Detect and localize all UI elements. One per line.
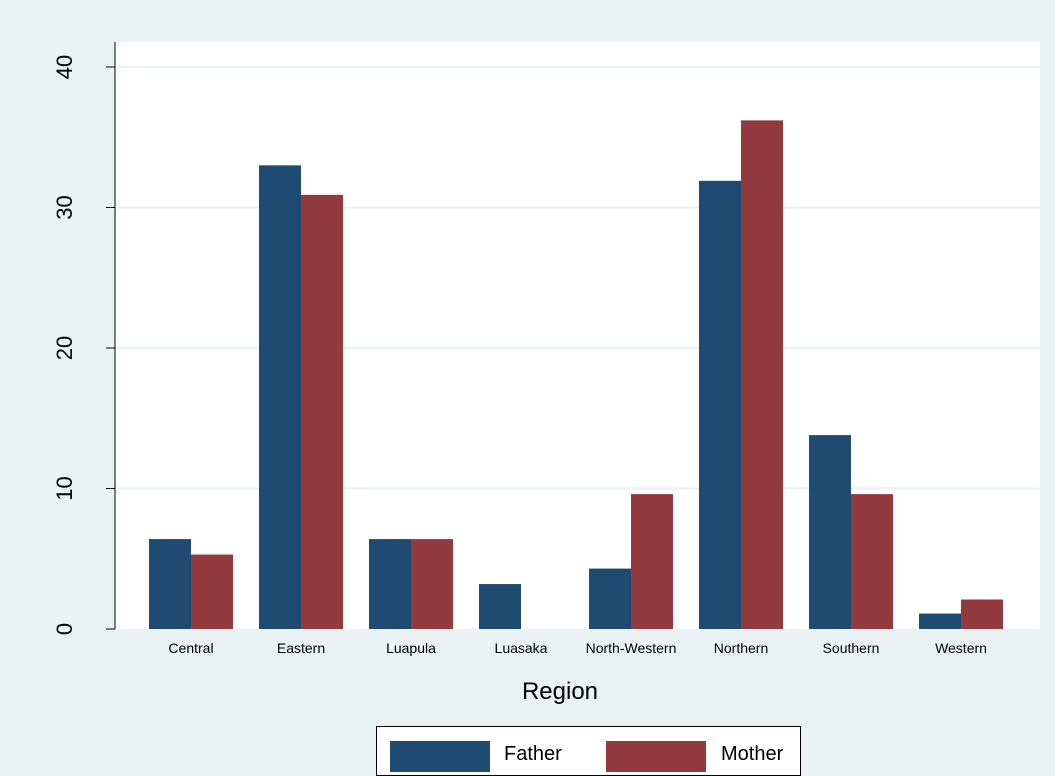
bar-father-eastern: [259, 165, 301, 629]
x-tick-label: Eastern: [277, 640, 325, 656]
bar-mother-western: [961, 599, 1003, 629]
bar-mother-north-western: [631, 494, 673, 629]
legend-label-father: Father: [504, 743, 562, 765]
y-tick-label: 30: [52, 195, 77, 219]
legend: Father Mother: [376, 726, 801, 776]
bar-father-northern: [699, 180, 741, 629]
plot-area: [115, 42, 1040, 629]
x-tick-label: Northern: [714, 640, 768, 656]
bars-group: [149, 120, 1003, 630]
x-tick-label: Southern: [823, 640, 880, 656]
x-tick-label: Central: [168, 640, 213, 656]
bar-father-southern: [809, 435, 851, 629]
bar-father-western: [919, 613, 961, 629]
bar-mother-luapula: [411, 539, 453, 629]
x-tick-label: North-Western: [586, 640, 677, 656]
x-tick-label: Luapula: [386, 640, 436, 656]
legend-swatch-mother: [606, 741, 706, 772]
y-tick-label: 0: [52, 623, 77, 635]
bar-mother-northern: [741, 120, 783, 629]
x-ticks-group: Central Eastern Luapula Luasaka North-Wester…: [168, 640, 987, 656]
x-tick-label: Luasaka: [495, 640, 548, 656]
bar-father-north-western: [589, 568, 631, 629]
bar-mother-central: [191, 554, 233, 629]
legend-swatch-father: [390, 741, 490, 772]
y-tick-label: 20: [52, 336, 77, 360]
y-tick-label: 10: [52, 476, 77, 500]
y-tick-label: 40: [52, 55, 77, 79]
bar-father-luasaka: [479, 584, 521, 629]
bar-father-luapula: [369, 539, 411, 629]
legend-label-mother: Mother: [721, 743, 784, 765]
y-ticks-group: 0 10 20 30 40: [52, 55, 115, 635]
bar-mother-southern: [851, 494, 893, 629]
x-axis-label: Region: [522, 678, 598, 705]
bar-father-central: [149, 539, 191, 629]
bar-mother-eastern: [301, 194, 343, 630]
x-tick-label: Western: [935, 640, 987, 656]
